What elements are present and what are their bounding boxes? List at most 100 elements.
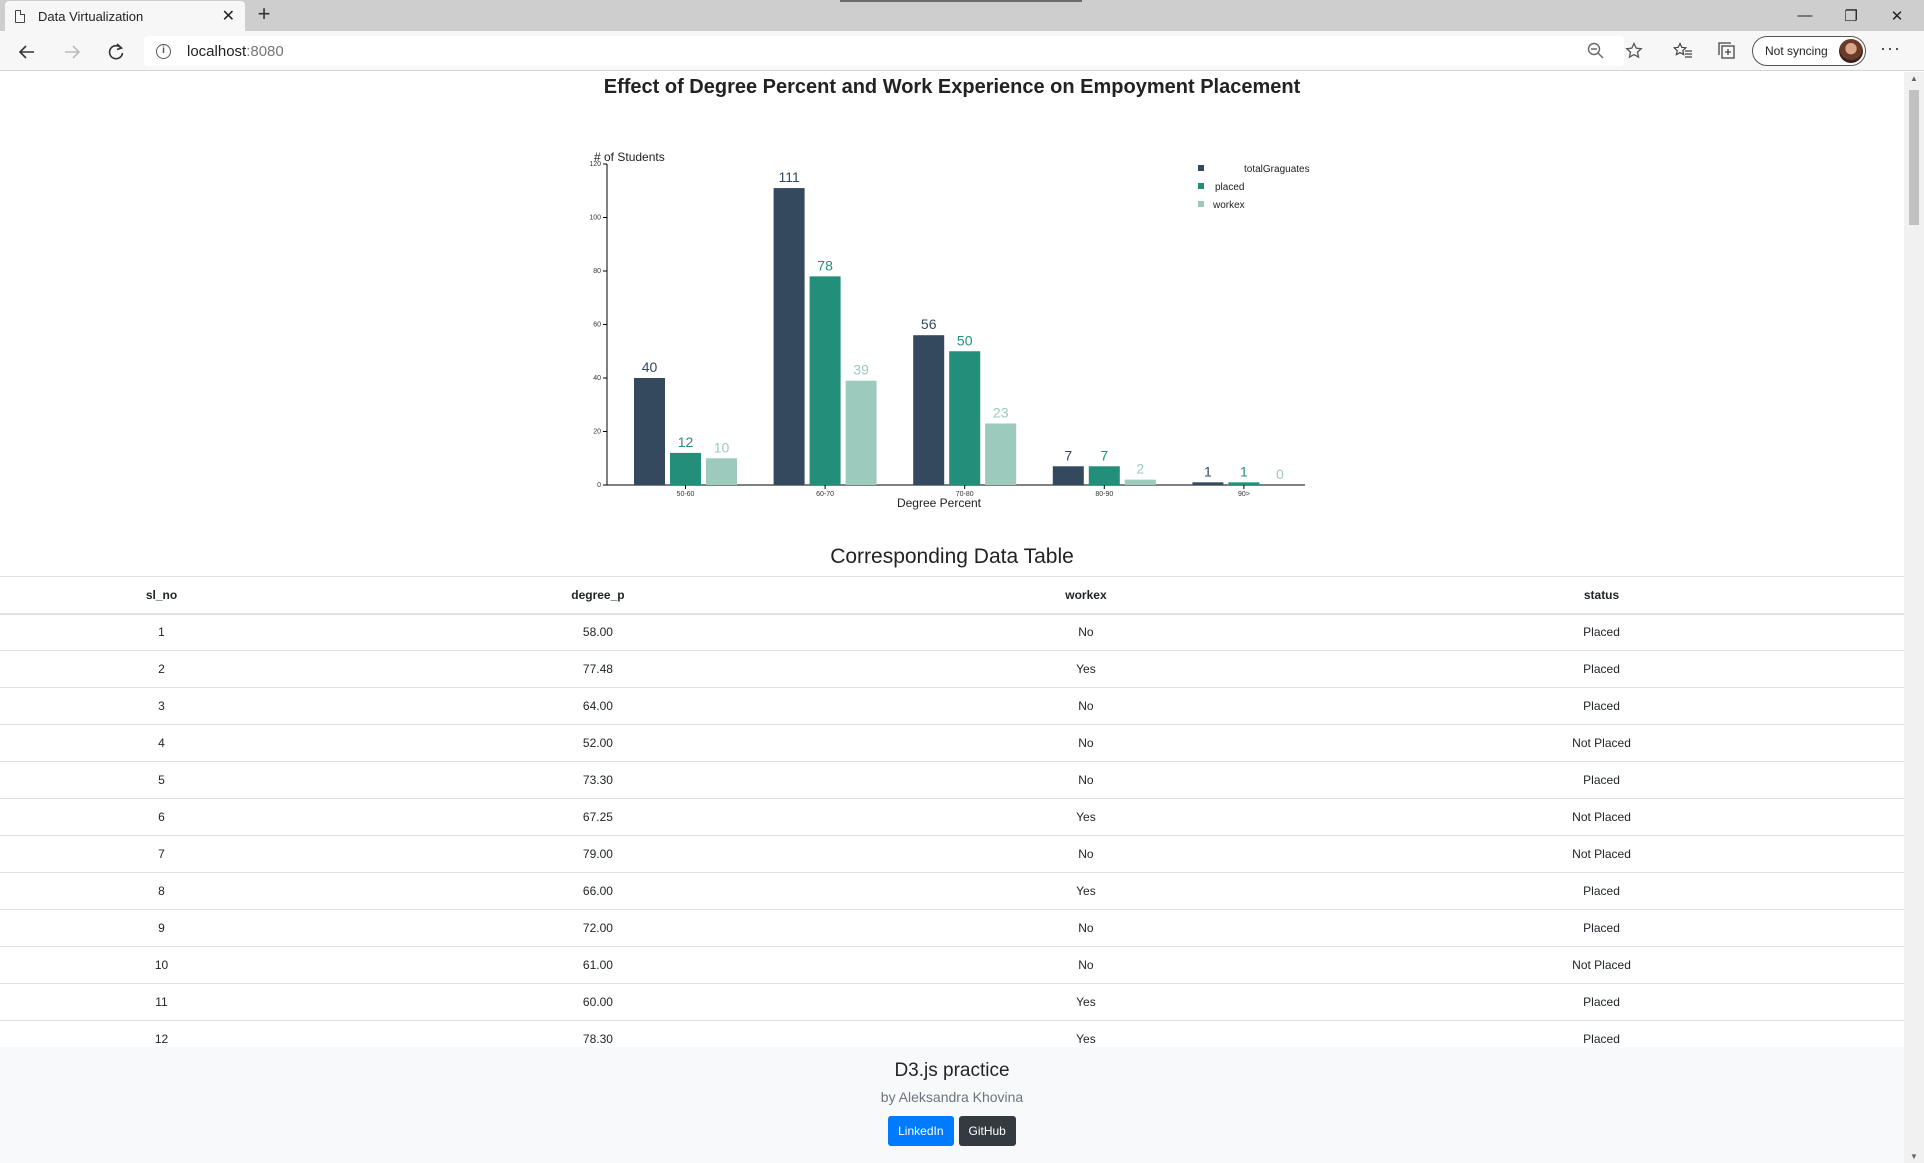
vertical-scrollbar[interactable]: ▲ ▼ [1904,72,1924,1163]
bar-value-label: 1 [1204,463,1212,479]
table-cell-degree-p: 60.00 [322,983,873,1021]
table-cell-sl-no: 5 [0,761,323,799]
y-axis-label: # of Students [594,150,665,164]
column-header-workex: workex [872,576,1300,615]
bar-placed-70-80 [949,351,981,485]
github-button[interactable]: GitHub [958,1116,1016,1146]
table-cell-workex: No [872,687,1300,725]
close-tab-icon[interactable]: ✕ [221,8,235,25]
scroll-down-icon[interactable]: ▼ [1910,1152,1918,1161]
bar-value-label: 78 [817,257,833,273]
table-cell-status: Not Placed [1299,946,1904,984]
table-row: 10 61.00 No Not Placed [0,946,1904,984]
table-cell-degree-p: 52.00 [322,724,873,762]
table-cell-workex: Yes [872,650,1300,688]
bar-value-label: 7 [1100,447,1108,463]
address-host: localhost [187,42,247,60]
new-tab-button[interactable]: + [257,1,271,26]
bar-value-label: 40 [642,359,658,375]
refresh-button[interactable] [101,37,131,67]
x-axis-label: Degree Percent [897,496,982,510]
table-header-row: sl_no degree_p workex status [0,576,1904,615]
bar-value-label: 111 [778,169,799,185]
table-cell-workex: Yes [872,872,1300,910]
footer-title: D3.js practice [894,1060,1010,1081]
column-header-sl-no: sl_no [0,576,323,615]
x-tick-label: 90> [1238,491,1250,498]
bar-value-label: 1 [1240,463,1248,479]
legend-swatch-workex [1198,201,1204,207]
table-cell-degree-p: 77.48 [322,650,873,688]
address-bar[interactable]: i localhost:8080 [144,36,1624,66]
legend-swatch-totalGraguates [1198,165,1204,171]
browser-toolbar: i localhost:8080 [0,31,1924,71]
address-port: :8080 [246,42,284,60]
drag-region [840,0,1082,2]
bar-value-label: 50 [957,332,973,348]
table-row: 1 58.00 No Placed [0,613,1904,651]
bar-value-label: 39 [853,362,869,378]
page-viewport: Effect of Degree Percent and Work Experi… [0,72,1904,1163]
column-header-status: status [1299,576,1904,615]
bar-workex-70-80 [985,423,1017,485]
bar-totalGraguates-70-80 [913,335,945,485]
tab-strip: Data Virtualization ✕ + — ❐ ✕ [0,0,1924,31]
linkedin-button[interactable]: LinkedIn [888,1116,954,1146]
bar-value-label: 10 [714,439,730,455]
table-cell-degree-p: 72.00 [322,909,873,947]
info-icon[interactable]: i [156,43,171,59]
close-window-button[interactable]: ✕ [1890,7,1904,25]
table-cell-sl-no: 4 [0,724,323,762]
x-tick-label: 70-80 [956,491,974,498]
table-cell-sl-no: 11 [0,983,323,1021]
avatar [1839,39,1863,63]
table-cell-status: Placed [1299,761,1904,799]
x-tick-label: 60-70 [816,491,834,498]
table-cell-workex: Yes [872,983,1300,1021]
y-tick-label: 20 [593,429,601,436]
legend-label-workex: workex [1212,200,1245,211]
bar-placed-90> [1228,482,1260,485]
table-body: 1 58.00 No Placed 2 77.48 Yes Placed 3 64.00 No Pla… [0,613,1904,1058]
back-button[interactable] [12,37,42,67]
scroll-up-icon[interactable]: ▲ [1910,74,1918,83]
table-title: Corresponding Data Table [830,545,1074,568]
bar-workex-50-60 [706,458,737,485]
settings-more-button[interactable]: ··· [1880,38,1901,58]
minimize-button[interactable]: — [1797,7,1813,24]
table-cell-sl-no: 8 [0,872,323,910]
favorites-icon[interactable] [1673,42,1693,60]
refresh-icon [108,43,124,60]
forward-button[interactable] [57,37,87,67]
table-cell-status: Not Placed [1299,798,1904,836]
table-row: 11 60.00 Yes Placed [0,983,1904,1021]
bar-placed-80-90 [1088,466,1120,485]
table-cell-sl-no: 2 [0,650,323,688]
table-cell-workex: No [872,724,1300,762]
profile-sync-button[interactable]: Not syncing [1752,36,1866,66]
table-cell-workex: No [872,946,1300,984]
table-cell-sl-no: 7 [0,835,323,873]
table-row: 7 79.00 No Not Placed [0,835,1904,873]
table-cell-workex: Yes [872,798,1300,836]
chart-title: Effect of Degree Percent and Work Experi… [603,76,1301,98]
restore-button[interactable]: ❐ [1844,7,1858,25]
table-cell-status: Placed [1299,613,1904,651]
scrollbar-thumb[interactable] [1909,90,1919,225]
favorite-star-icon[interactable] [1625,42,1643,60]
zoom-out-icon[interactable] [1587,42,1605,60]
table-cell-status: Placed [1299,687,1904,725]
y-tick-label: 60 [593,322,601,329]
table-cell-status: Placed [1299,650,1904,688]
table-row: 3 64.00 No Placed [0,687,1904,725]
y-tick-label: 80 [593,268,601,275]
bar-value-label: 7 [1064,447,1072,463]
footer: D3.js practice by Aleksandra Khovina Lin… [0,1047,1904,1163]
x-tick-label: 50-60 [677,491,695,498]
browser-tab[interactable]: Data Virtualization ✕ [5,1,245,31]
table-row: 5 73.30 No Placed [0,761,1904,799]
bar-value-label: 2 [1136,461,1144,477]
collections-icon[interactable] [1718,42,1736,60]
legend-swatch-placed [1198,183,1204,189]
